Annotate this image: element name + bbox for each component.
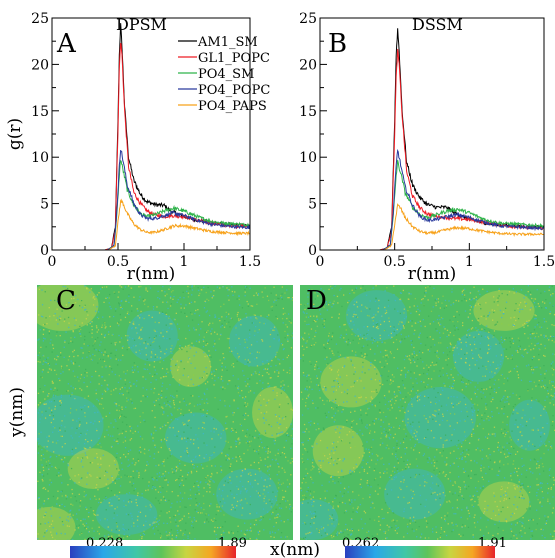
panel-b-ticks: 0 0.5 1 1.5 0 5 10 15 20 25 — [299, 11, 555, 270]
y-tick-label: 20 — [299, 57, 317, 73]
x-tick-label: 0.5 — [107, 254, 129, 270]
x-tick-label: 1 — [465, 254, 474, 270]
series-line-po4-sm — [52, 159, 250, 250]
y-tick-label: 25 — [31, 11, 49, 27]
y-tick-label: 15 — [299, 104, 317, 120]
panel-c: C 0.228 1.89 — [37, 285, 293, 558]
y-tick-label: 15 — [31, 104, 49, 120]
x-tick-label: 0 — [48, 254, 57, 270]
panel-a-xlabel: r(nm) — [127, 264, 175, 284]
panel-a-ylabel: g(r) — [5, 118, 25, 150]
series-line-po4-paps — [52, 198, 250, 250]
panel-d: D 0.262 1.91 — [300, 285, 555, 558]
panel-d-letter: D — [306, 286, 327, 316]
panel-c-letter: C — [56, 286, 76, 316]
panel-d-colorbar — [345, 546, 495, 558]
y-tick-label: 20 — [31, 57, 49, 73]
x-tick-label: 1.5 — [239, 254, 261, 270]
legend-label-po4-popc: PO4_POPC — [198, 83, 270, 98]
x-tick-label: 0.5 — [384, 254, 406, 270]
series-line-po4-paps — [320, 203, 544, 250]
x-tick-label: 1 — [180, 254, 189, 270]
panel-c-colorbar — [70, 546, 236, 558]
y-tick-label: 25 — [299, 11, 317, 27]
panel-b: 0 0.5 1 1.5 0 5 10 15 20 25 B DSSM r(nm) — [299, 11, 555, 284]
panel-a: 0 0.5 1 1.5 0 5 10 15 20 25 A DPSM g(r) r(nm) AM1… — [5, 11, 270, 284]
legend-label-po4-paps: PO4_PAPS — [198, 99, 267, 114]
panel-b-letter: B — [328, 29, 347, 59]
series-line-po4-sm — [320, 159, 544, 250]
panel-b-xlabel: r(nm) — [408, 264, 456, 284]
panel-a-letter: A — [56, 29, 77, 59]
panel-d-map — [300, 285, 555, 540]
y-tick-label: 0 — [40, 243, 49, 259]
legend-label-am1-sm: AM1_SM — [197, 35, 258, 50]
panel-b-title: DSSM — [412, 15, 463, 34]
series-line-am1-sm — [320, 28, 544, 250]
series-line-po4-popc — [320, 148, 544, 250]
panel-c-map — [37, 285, 293, 540]
legend-label-gl1-popc: GL1_POPC — [198, 51, 270, 66]
maps-ylabel: y(nm) — [7, 387, 27, 438]
legend-label-po4-sm: PO4_SM — [198, 67, 254, 82]
y-tick-label: 5 — [40, 197, 49, 213]
y-tick-label: 0 — [308, 243, 317, 259]
x-tick-label: 1.5 — [533, 254, 555, 270]
panel-a-ticks: 0 0.5 1 1.5 0 5 10 15 20 25 — [31, 11, 261, 270]
x-tick-label: 0 — [316, 254, 325, 270]
panel-a-series — [52, 23, 250, 250]
y-tick-label: 10 — [299, 150, 317, 166]
panel-b-series — [320, 28, 544, 250]
y-tick-label: 10 — [31, 150, 49, 166]
series-line-gl1-popc — [320, 48, 544, 250]
y-tick-label: 5 — [308, 197, 317, 213]
panel-a-title: DPSM — [116, 15, 167, 34]
series-line-po4-popc — [52, 149, 250, 250]
maps-xlabel: x(nm) — [270, 540, 320, 558]
